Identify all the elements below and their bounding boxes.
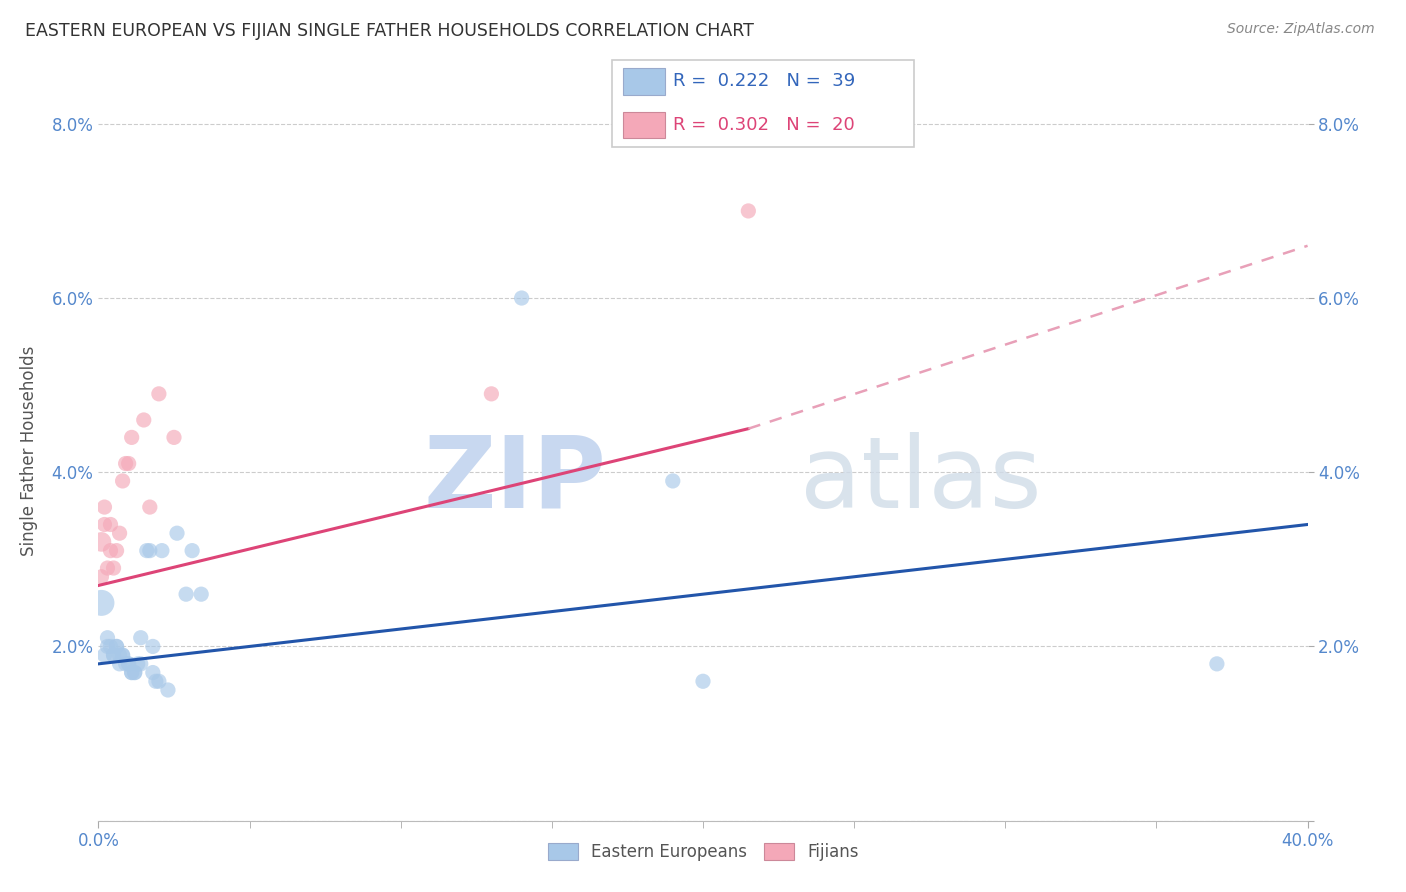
Point [692, 674, 714, 689]
Point [100, 543, 122, 558]
Point [105, 543, 128, 558]
Point [132, 413, 155, 427]
Point [481, 387, 503, 401]
Point [121, 665, 143, 680]
Point [96, 561, 118, 575]
Point [90, 535, 112, 549]
Text: ZIP: ZIP [423, 432, 606, 529]
Point [118, 657, 141, 671]
Point [100, 517, 122, 532]
Point [118, 457, 141, 471]
Text: R =  0.302   N =  20: R = 0.302 N = 20 [673, 116, 855, 134]
Text: atlas: atlas [800, 432, 1042, 529]
Text: Source: ZipAtlas.com: Source: ZipAtlas.com [1227, 22, 1375, 37]
Point [121, 430, 143, 444]
Point [148, 387, 170, 401]
Point [127, 657, 149, 671]
Point [103, 561, 125, 575]
Text: R =  0.222   N =  39: R = 0.222 N = 39 [673, 72, 856, 90]
Point [129, 631, 152, 645]
Point [510, 291, 533, 305]
Point [181, 543, 204, 558]
Point [105, 640, 128, 654]
Point [139, 543, 162, 558]
Point [114, 657, 136, 671]
Point [114, 457, 136, 471]
Point [93, 500, 115, 514]
Point [124, 665, 146, 680]
Point [142, 640, 165, 654]
Point [105, 640, 128, 654]
Point [100, 640, 122, 654]
Point [108, 648, 131, 662]
Point [145, 674, 167, 689]
Y-axis label: Single Father Households: Single Father Households [20, 345, 38, 556]
Point [90, 570, 112, 584]
Point [93, 648, 115, 662]
Point [111, 648, 134, 662]
Point [174, 587, 197, 601]
Point [103, 648, 125, 662]
Point [108, 526, 131, 541]
Point [124, 665, 146, 680]
Point [135, 543, 157, 558]
Point [118, 657, 141, 671]
Point [90, 596, 112, 610]
Point [111, 648, 134, 662]
Point [150, 543, 173, 558]
Point [156, 683, 179, 698]
Point [661, 474, 683, 488]
Point [93, 517, 115, 532]
Point [166, 526, 188, 541]
Point [96, 640, 118, 654]
Point [163, 430, 186, 444]
Point [121, 665, 143, 680]
Point [111, 474, 134, 488]
Point [1206, 657, 1229, 671]
Point [96, 631, 118, 645]
Point [142, 665, 165, 680]
Point [129, 657, 152, 671]
Point [139, 500, 162, 514]
Point [103, 648, 125, 662]
Text: EASTERN EUROPEAN VS FIJIAN SINGLE FATHER HOUSEHOLDS CORRELATION CHART: EASTERN EUROPEAN VS FIJIAN SINGLE FATHER… [25, 22, 754, 40]
Point [737, 203, 759, 218]
Point [148, 674, 170, 689]
Point [108, 657, 131, 671]
Legend: Eastern Europeans, Fijians: Eastern Europeans, Fijians [541, 837, 865, 868]
Point [190, 587, 212, 601]
